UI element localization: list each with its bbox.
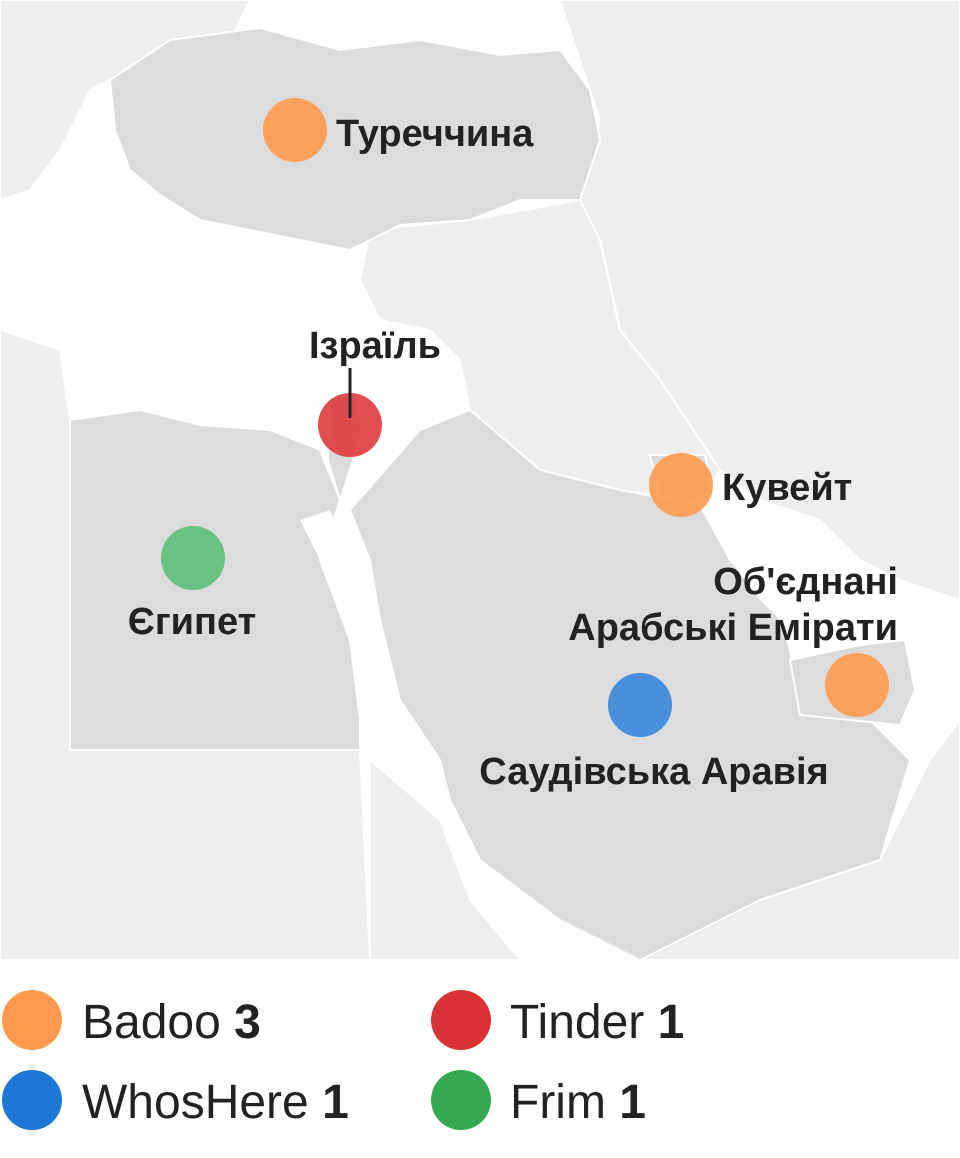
markers bbox=[161, 98, 889, 737]
country-labels: Туреччина Ізраїль Єгипет Кувейт Об'єднан… bbox=[128, 113, 898, 793]
marker-turkey[interactable] bbox=[263, 98, 327, 162]
marker-uae[interactable] bbox=[825, 653, 889, 717]
legend-swatch-frim bbox=[431, 1070, 491, 1130]
legend-item-tinder: Tinder 1 bbox=[431, 990, 684, 1050]
turkey-shape bbox=[108, 26, 602, 252]
label-turkey: Туреччина bbox=[336, 113, 534, 155]
legend-item-badoo: Badoo 3 bbox=[2, 990, 261, 1050]
legend-swatch-badoo bbox=[2, 990, 62, 1050]
legend-count-badoo: 3 bbox=[234, 996, 261, 1049]
legend-name-frim: Frim bbox=[510, 1076, 606, 1129]
label-egypt: Єгипет bbox=[128, 601, 256, 643]
marker-saudi[interactable] bbox=[608, 673, 672, 737]
label-israel: Ізраїль bbox=[309, 325, 441, 367]
legend-text-badoo: Badoo 3 bbox=[82, 996, 261, 1049]
legend-count-whoshere: 1 bbox=[322, 1076, 349, 1129]
label-saudi: Саудівська Аравія bbox=[479, 751, 828, 793]
water-overlays bbox=[0, 180, 930, 820]
legend-name-tinder: Tinder bbox=[510, 996, 644, 1049]
marker-egypt[interactable] bbox=[161, 526, 225, 590]
legend-swatch-tinder bbox=[431, 990, 491, 1050]
label-uae-line1: Об'єднані bbox=[713, 561, 898, 603]
legend-background bbox=[0, 960, 960, 1158]
legend-count-tinder: 1 bbox=[658, 996, 685, 1049]
label-kuwait: Кувейт bbox=[722, 467, 852, 509]
legend-text-tinder: Tinder 1 bbox=[510, 996, 684, 1049]
legend: Badoo 3 Tinder 1 WhosHere 1 Frim 1 bbox=[2, 990, 684, 1130]
marker-kuwait[interactable] bbox=[649, 453, 713, 517]
legend-name-whoshere: WhosHere bbox=[82, 1076, 309, 1129]
legend-item-frim: Frim 1 bbox=[431, 1070, 646, 1130]
legend-text-whoshere: WhosHere 1 bbox=[82, 1076, 349, 1129]
legend-swatch-whoshere bbox=[2, 1070, 62, 1130]
label-uae-line2: Арабські Емірати bbox=[568, 607, 898, 649]
legend-count-frim: 1 bbox=[619, 1076, 646, 1129]
legend-name-badoo: Badoo bbox=[82, 996, 221, 1049]
legend-text-frim: Frim 1 bbox=[510, 1076, 646, 1129]
legend-item-whoshere: WhosHere 1 bbox=[2, 1070, 349, 1130]
marker-israel[interactable] bbox=[318, 393, 382, 457]
